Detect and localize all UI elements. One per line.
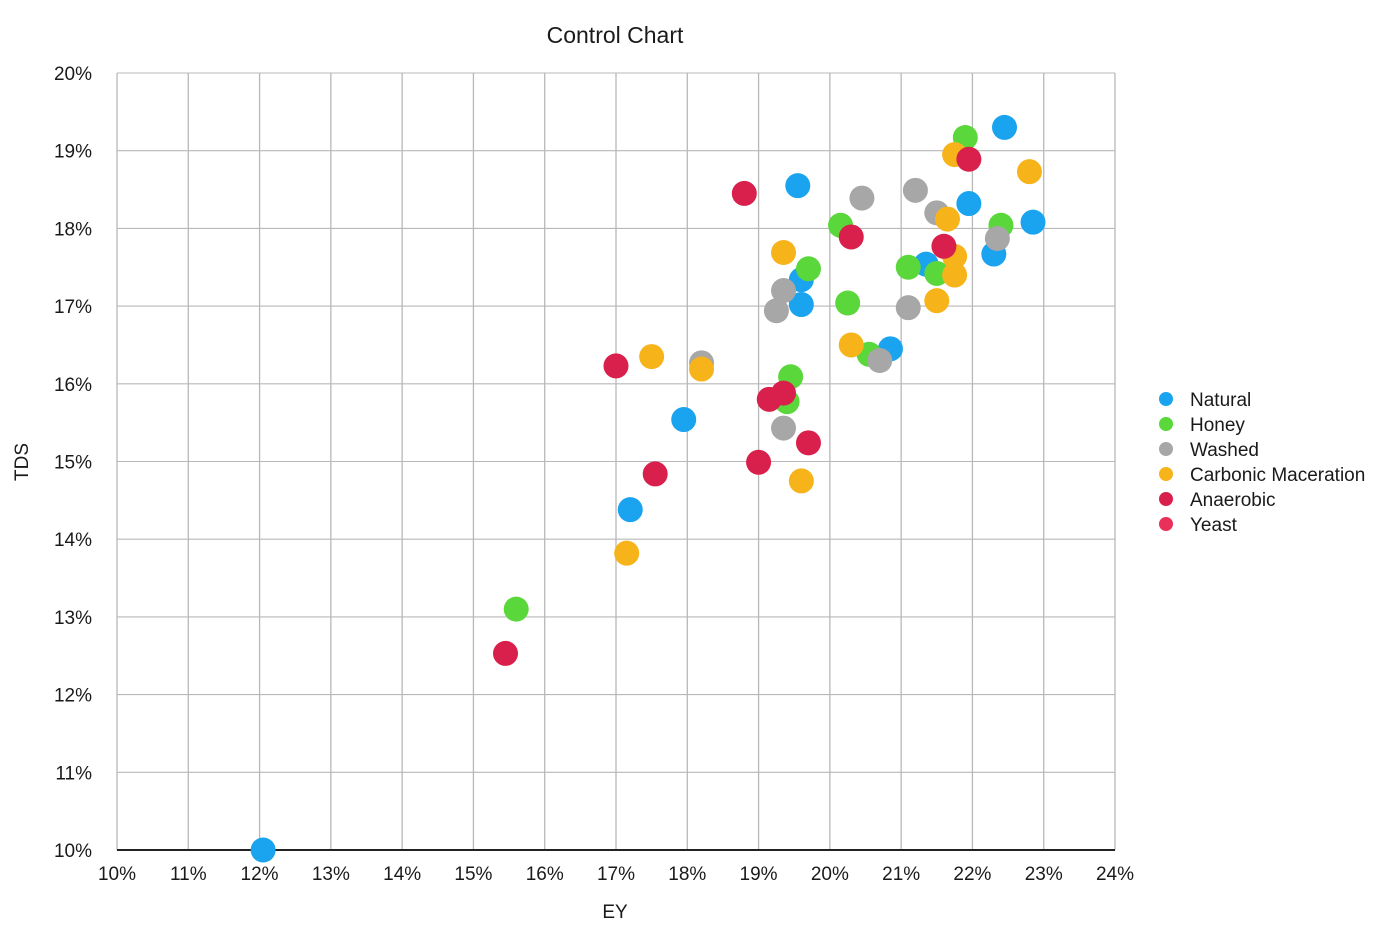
data-point-carbonic-maceration xyxy=(942,262,968,288)
data-point-washed xyxy=(895,295,921,321)
data-point-anaerobic xyxy=(956,146,982,172)
data-point-anaerobic xyxy=(603,353,629,379)
plot-grid xyxy=(116,72,1116,851)
x-axis-label: EY xyxy=(602,902,628,923)
y-axis-label: TDS xyxy=(12,443,33,481)
data-point-carbonic-maceration xyxy=(1016,159,1042,185)
data-point-anaerobic xyxy=(731,180,757,206)
data-point-natural xyxy=(956,191,982,217)
data-point-anaerobic xyxy=(642,461,668,487)
y-tick-label: 16% xyxy=(54,375,92,396)
data-point-carbonic-maceration xyxy=(689,356,715,382)
data-point-washed xyxy=(849,185,875,211)
y-tick-label: 17% xyxy=(54,297,92,318)
x-tick-label: 14% xyxy=(383,864,421,885)
legend-label-carbonic-maceration: Carbonic Maceration xyxy=(1190,465,1365,486)
data-point-anaerobic xyxy=(746,449,772,475)
data-point-anaerobic xyxy=(795,430,821,456)
data-point-honey xyxy=(503,596,529,622)
x-tick-label: 17% xyxy=(597,864,635,885)
data-point-natural xyxy=(992,114,1018,140)
legend-marker-honey xyxy=(1159,417,1173,431)
data-point-anaerobic xyxy=(931,233,957,259)
x-tick-label: 22% xyxy=(953,864,991,885)
x-tick-label: 16% xyxy=(526,864,564,885)
y-tick-label: 14% xyxy=(54,530,92,551)
data-point-natural xyxy=(671,407,697,433)
y-tick-label: 12% xyxy=(54,686,92,707)
chart-title: Control Chart xyxy=(547,22,684,48)
data-point-honey xyxy=(835,290,861,316)
x-tick-label: 21% xyxy=(882,864,920,885)
data-point-carbonic-maceration xyxy=(788,468,814,494)
data-point-washed xyxy=(763,298,789,324)
data-point-carbonic-maceration xyxy=(614,540,640,566)
legend-marker-yeast xyxy=(1159,517,1173,531)
data-point-carbonic-maceration xyxy=(771,239,797,265)
data-point-carbonic-maceration xyxy=(934,206,960,232)
data-point-natural xyxy=(1020,209,1046,235)
x-axis-ticks: 10% 11% 12% 13% 14% 15% 16% 17% 18% 19% 20% 21% 22% 2… xyxy=(98,864,1134,885)
legend-marker-carbonic-maceration xyxy=(1159,467,1173,481)
legend: Natural Honey Washed Carbonic Maceration Ana… xyxy=(1159,390,1365,536)
data-point-anaerobic xyxy=(771,380,797,406)
y-tick-label: 15% xyxy=(54,453,92,474)
legend-marker-washed xyxy=(1159,442,1173,456)
data-point-washed xyxy=(984,226,1010,252)
y-tick-label: 10% xyxy=(54,841,92,862)
legend-label-honey: Honey xyxy=(1190,415,1245,436)
data-point-honey xyxy=(795,256,821,282)
legend-label-anaerobic: Anaerobic xyxy=(1190,490,1276,511)
x-tick-label: 18% xyxy=(668,864,706,885)
data-point-anaerobic xyxy=(493,640,519,666)
data-point-natural xyxy=(785,173,811,199)
data-point-carbonic-maceration xyxy=(639,344,665,370)
data-point-honey xyxy=(895,254,921,280)
data-point-washed xyxy=(771,415,797,441)
x-tick-label: 20% xyxy=(811,864,849,885)
data-point-anaerobic xyxy=(838,224,864,250)
x-tick-label: 19% xyxy=(740,864,778,885)
data-point-natural xyxy=(788,292,814,318)
data-point-carbonic-maceration xyxy=(924,288,950,314)
x-tick-label: 11% xyxy=(170,864,207,885)
x-tick-label: 12% xyxy=(241,864,279,885)
data-point-natural xyxy=(250,837,276,863)
x-tick-label: 10% xyxy=(98,864,136,885)
legend-label-yeast: Yeast xyxy=(1190,515,1238,536)
legend-label-natural: Natural xyxy=(1190,390,1251,411)
y-axis-ticks: 10% 11% 12% 13% 14% 15% 16% 17% 18% 19% 20% xyxy=(54,64,92,862)
y-tick-label: 20% xyxy=(54,64,92,85)
data-points xyxy=(250,114,1046,863)
x-tick-label: 23% xyxy=(1025,864,1063,885)
x-tick-label: 15% xyxy=(454,864,492,885)
x-tick-label: 13% xyxy=(312,864,350,885)
x-tick-label: 24% xyxy=(1096,864,1134,885)
legend-label-washed: Washed xyxy=(1190,440,1259,461)
data-point-carbonic-maceration xyxy=(838,332,864,358)
y-tick-label: 13% xyxy=(54,608,92,629)
data-point-washed xyxy=(867,347,893,373)
y-tick-label: 11% xyxy=(55,763,92,784)
legend-marker-natural xyxy=(1159,392,1173,406)
data-point-washed xyxy=(902,177,928,203)
data-point-natural xyxy=(617,497,643,523)
legend-marker-anaerobic xyxy=(1159,492,1173,506)
y-tick-label: 18% xyxy=(54,219,92,240)
data-point-washed xyxy=(771,278,797,304)
y-tick-label: 19% xyxy=(54,142,92,163)
